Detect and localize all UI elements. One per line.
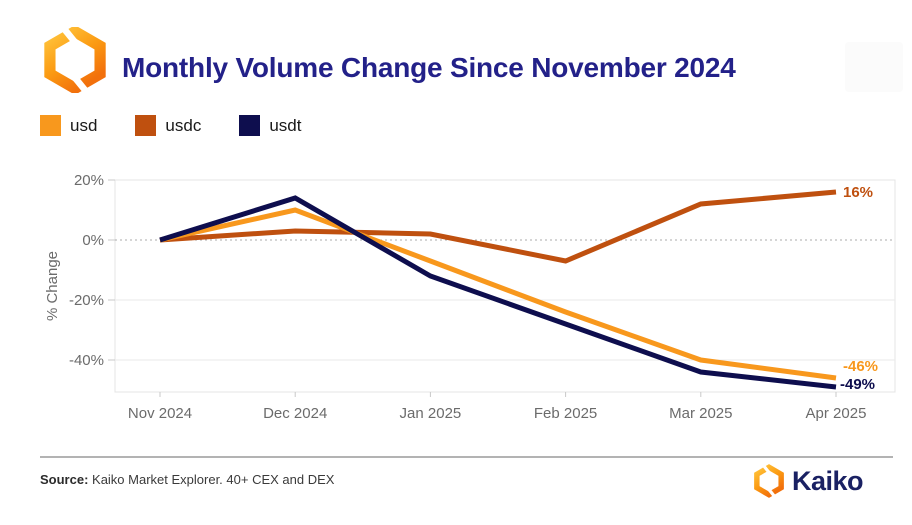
end-label-usd: -46% <box>843 358 878 375</box>
end-label-usdc: 16% <box>843 184 873 201</box>
y-axis-title: % Change <box>44 251 61 321</box>
legend-item-usdc: usdc <box>135 115 201 136</box>
usd-color-swatch <box>40 115 61 136</box>
legend-label-usd: usd <box>70 115 98 135</box>
x-tick-label: Apr 2025 <box>806 405 867 422</box>
series-line-usd <box>159 207 837 381</box>
chart-legend: usd usdc usdt <box>40 115 301 136</box>
plot-border <box>114 179 896 393</box>
end-label-usdt: -49% <box>840 376 875 393</box>
footer-divider <box>40 456 893 458</box>
page-title: Monthly Volume Change Since November 202… <box>122 52 736 83</box>
source-text: Kaiko Market Explorer. 40+ CEX and DEX <box>88 472 335 487</box>
legend-label-usdc: usdc <box>165 115 202 135</box>
legend-item-usdt: usdt <box>239 115 301 136</box>
usdc-color-swatch <box>135 115 157 136</box>
source-line: Source: Kaiko Market Explorer. 40+ CEX a… <box>40 472 334 487</box>
y-tick-label: 20% <box>74 172 104 189</box>
series-line-usdc <box>159 189 837 264</box>
brand-name: Kaiko <box>792 465 864 496</box>
y-tick-label: -20% <box>69 292 104 309</box>
usdt-color-swatch <box>239 115 261 136</box>
legend-label-usdt: usdt <box>269 115 302 135</box>
y-tick-label: 0% <box>82 232 104 249</box>
watermark-placeholder <box>845 42 903 92</box>
x-tick-label: Dec 2024 <box>263 405 327 422</box>
source-label: Source: <box>40 472 89 487</box>
x-tick-label: Jan 2025 <box>400 405 462 422</box>
footer-brand: Kaiko <box>753 464 864 498</box>
x-tick-label: Feb 2025 <box>534 405 597 422</box>
series-line-usdt <box>159 195 837 390</box>
x-tick-label: Mar 2025 <box>669 405 732 422</box>
kaiko-footer-logo-icon <box>753 464 785 498</box>
y-tick-label: -40% <box>69 352 104 369</box>
x-tick-label: Nov 2024 <box>128 405 192 422</box>
legend-item-usd: usd <box>40 115 97 136</box>
